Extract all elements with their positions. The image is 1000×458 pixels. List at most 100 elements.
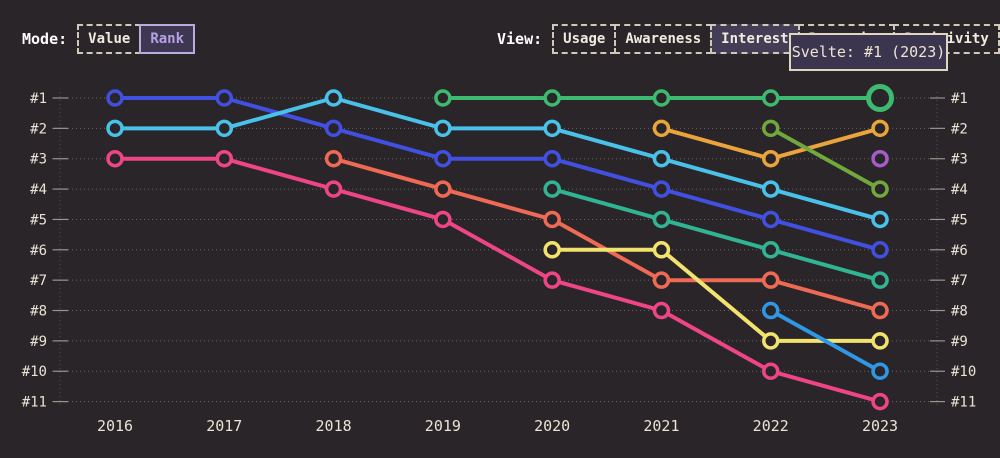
rank-label-right: #9 (951, 334, 968, 350)
data-point[interactable] (871, 119, 889, 138)
rank-label-right: #10 (951, 364, 976, 380)
rank-label-left: #1 (30, 91, 47, 107)
data-point[interactable] (652, 271, 671, 289)
data-point[interactable] (652, 301, 671, 320)
rank-label-right: #3 (951, 152, 968, 168)
rank-label-left: #10 (22, 364, 47, 380)
rank-label-right: #11 (951, 395, 976, 411)
data-point[interactable] (434, 89, 452, 107)
data-point[interactable] (106, 149, 124, 168)
rank-label-right: #7 (951, 273, 968, 289)
year-label: 2023 (862, 417, 898, 435)
data-point[interactable] (761, 149, 780, 168)
rank-label-right: #1 (951, 91, 968, 107)
series-line-series-indigo (113, 96, 882, 252)
rank-label-right: #4 (951, 182, 968, 198)
series-line-series-coral (331, 156, 882, 313)
series-line-series-pink (113, 156, 882, 404)
axis-labels-group: #1 #1 #2 #2 #3 #3 #4 #4 #5 #5 #6 #6 #7 #7 #8 #8 #9 #9 #10 #… (22, 91, 977, 435)
year-label: 2018 (316, 417, 352, 435)
data-point[interactable] (543, 149, 561, 168)
year-label: 2017 (206, 417, 242, 435)
year-label: 2022 (753, 417, 789, 435)
data-point[interactable] (215, 89, 234, 107)
data-point[interactable] (543, 119, 561, 138)
data-point[interactable] (761, 271, 780, 289)
data-point[interactable] (543, 241, 561, 259)
year-label: 2016 (97, 417, 133, 435)
data-point[interactable] (324, 119, 343, 138)
rank-label-right: #8 (951, 304, 968, 320)
series-line-series-olive (768, 126, 882, 192)
rank-label-left: #11 (22, 395, 47, 411)
tooltip-text: Svelte: #1 (2023) (791, 43, 946, 61)
mode-button-row: Value Rank (77, 24, 196, 54)
data-point[interactable] (871, 392, 889, 411)
rank-label-left: #3 (30, 152, 47, 168)
data-point[interactable] (761, 119, 780, 138)
data-point[interactable] (215, 149, 234, 168)
rank-label-left: #7 (30, 273, 47, 289)
mode-toggle: Mode: Value Rank (22, 24, 196, 54)
data-point[interactable] (106, 89, 124, 107)
rank-label-right: #2 (951, 121, 968, 137)
year-label: 2021 (643, 417, 679, 435)
data-point[interactable] (871, 301, 889, 320)
data-point[interactable] (871, 241, 889, 259)
data-point[interactable] (434, 180, 452, 198)
rank-label-left: #6 (30, 243, 47, 259)
data-point[interactable] (871, 271, 889, 289)
chart-tooltip: Svelte: #1 (2023) (789, 33, 948, 71)
data-point[interactable] (215, 119, 234, 138)
data-point[interactable] (761, 241, 780, 259)
axis-group (53, 92, 945, 408)
data-point[interactable] (871, 362, 889, 380)
rank-label-left: #8 (30, 304, 47, 320)
mode-label: Mode: (22, 30, 68, 48)
data-points-group (106, 84, 895, 411)
mode-option-rank[interactable]: Rank (139, 24, 196, 54)
series-lines-group (113, 96, 882, 404)
data-point[interactable] (652, 210, 671, 229)
data-point[interactable] (324, 180, 343, 198)
data-point[interactable] (761, 332, 780, 350)
data-point[interactable] (871, 149, 889, 168)
series-line-series-azure (768, 308, 882, 374)
data-point[interactable] (106, 119, 124, 138)
data-point[interactable] (761, 362, 780, 380)
series-line-series-cyan (113, 96, 882, 222)
data-point[interactable] (543, 180, 561, 198)
data-point[interactable] (434, 119, 452, 138)
data-point[interactable] (871, 332, 889, 350)
rank-label-left: #5 (30, 212, 47, 228)
data-point[interactable] (761, 180, 780, 198)
data-point-highlighted[interactable] (866, 84, 895, 112)
data-point[interactable] (871, 210, 889, 229)
data-point[interactable] (324, 149, 343, 168)
series-line-series-teal (550, 187, 882, 283)
data-point[interactable] (761, 89, 780, 107)
data-point[interactable] (652, 241, 671, 259)
year-label: 2019 (425, 417, 461, 435)
data-point[interactable] (434, 210, 452, 229)
data-point[interactable] (871, 180, 889, 198)
year-label: 2020 (534, 417, 570, 435)
data-point[interactable] (652, 89, 671, 107)
data-point[interactable] (652, 119, 671, 138)
data-point[interactable] (543, 271, 561, 289)
data-point[interactable] (543, 89, 561, 107)
data-point[interactable] (543, 210, 561, 229)
rank-label-left: #4 (30, 182, 47, 198)
data-point[interactable] (652, 180, 671, 198)
rank-label-left: #2 (30, 121, 47, 137)
data-point[interactable] (761, 301, 780, 320)
data-point[interactable] (761, 210, 780, 229)
rank-label-right: #6 (951, 243, 968, 259)
data-point[interactable] (652, 149, 671, 168)
rank-label-left: #9 (30, 334, 47, 350)
data-point[interactable] (434, 149, 452, 168)
data-point[interactable] (324, 89, 343, 107)
rank-label-right: #5 (951, 212, 968, 228)
view-label: View: (497, 30, 543, 48)
